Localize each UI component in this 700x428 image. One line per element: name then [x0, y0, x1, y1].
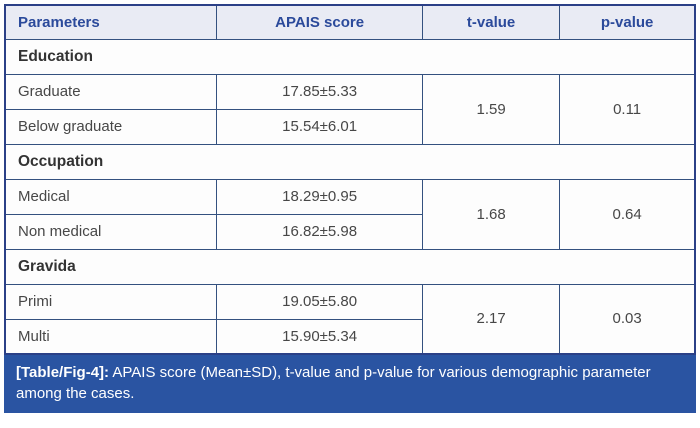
parameter-cell: Below graduate [4, 108, 218, 145]
parameter-cell: Primi [4, 283, 218, 320]
section-row-education: Education [4, 38, 696, 75]
t-value-cell: 1.59 [421, 73, 561, 145]
table-row: Medical 18.29±0.95 1.68 0.64 [4, 178, 696, 250]
header-p-value: p-value [559, 4, 696, 40]
apais-score-table: Parameters APAIS score t-value p-value E… [4, 4, 696, 355]
header-t-value: t-value [421, 4, 561, 40]
header-apais-score: APAIS score [216, 4, 423, 40]
parameter-cell: Multi [4, 318, 218, 355]
section-title: Education [4, 38, 696, 75]
parameter-cell: Medical [4, 178, 218, 215]
table-row: Non medical 16.82±5.98 [4, 213, 695, 250]
table-row: Multi 15.90±5.34 [4, 318, 695, 355]
t-value-cell: 2.17 [421, 283, 561, 355]
t-value-cell: 1.68 [421, 178, 561, 250]
caption-label: [Table/Fig-4]: [16, 364, 110, 381]
p-value-cell: 0.64 [559, 178, 696, 250]
table-figure: Parameters APAIS score t-value p-value E… [4, 4, 696, 414]
apais-cell: 18.29±0.95 [216, 178, 423, 215]
parameter-cell: Non medical [4, 213, 218, 250]
p-value-cell: 0.03 [559, 283, 696, 355]
apais-cell: 16.82±5.98 [216, 213, 423, 250]
apais-cell: 15.54±6.01 [216, 108, 423, 145]
section-title: Gravida [4, 248, 696, 285]
header-parameters: Parameters [4, 4, 218, 40]
caption-text: APAIS score (Mean±SD), t-value and p-val… [16, 364, 651, 402]
section-title: Occupation [4, 143, 696, 180]
apais-cell: 17.85±5.33 [216, 73, 423, 110]
parameter-cell: Graduate [4, 73, 218, 110]
table-row: Below graduate 15.54±6.01 [4, 108, 695, 145]
apais-cell: 15.90±5.34 [216, 318, 423, 355]
section-row-gravida: Gravida [4, 248, 696, 285]
apais-cell: 19.05±5.80 [216, 283, 423, 320]
section-row-occupation: Occupation [4, 143, 696, 180]
table-row: Graduate 17.85±5.33 1.59 0.11 [4, 73, 696, 145]
p-value-cell: 0.11 [559, 73, 696, 145]
table-header-row: Parameters APAIS score t-value p-value [4, 4, 696, 40]
figure-caption: [Table/Fig-4]: APAIS score (Mean±SD), t-… [4, 355, 696, 414]
table-row: Primi 19.05±5.80 2.17 0.03 [4, 283, 696, 355]
